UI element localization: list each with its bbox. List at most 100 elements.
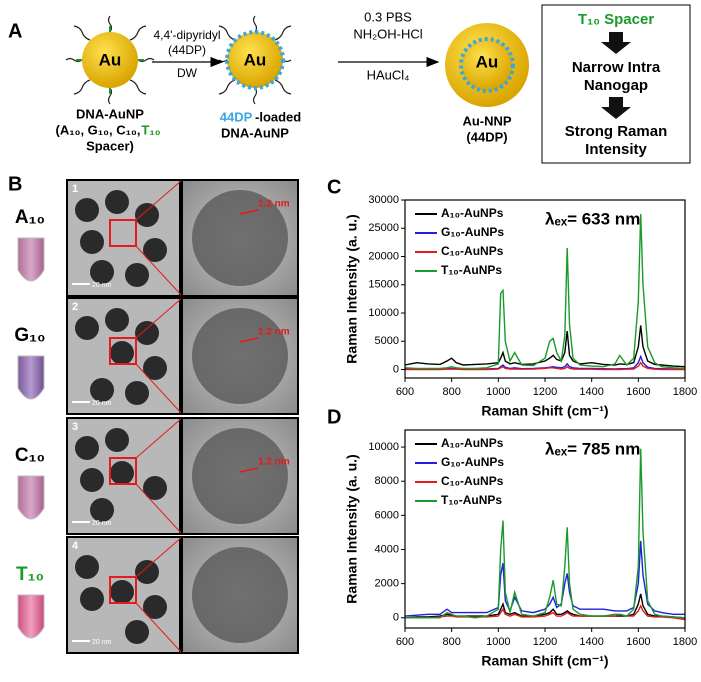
particle-label: Au xyxy=(244,50,267,69)
y-tick-label: 30000 xyxy=(368,194,399,206)
nanoparticle xyxy=(75,198,99,222)
sample-tube xyxy=(17,475,45,520)
x-tick-label: 1400 xyxy=(579,636,603,648)
nanoparticle xyxy=(90,378,114,402)
nanoparticle xyxy=(110,461,134,485)
legend-label: A₁₀-AuNPs xyxy=(441,206,504,220)
caption-line: 44DP xyxy=(220,109,253,124)
legend-label: G₁₀-AuNPs xyxy=(441,455,504,469)
image-number: 3 xyxy=(72,421,78,433)
particle-label: Au xyxy=(476,52,499,71)
tube-label: C₁₀ xyxy=(15,445,45,466)
annotation: λₑₓ= 633 nm xyxy=(545,209,640,228)
caption-line: DNA-AuNP xyxy=(76,106,144,121)
y-tick-label: 10000 xyxy=(368,441,399,453)
nanoparticle xyxy=(125,381,149,405)
x-tick-label: 1600 xyxy=(626,386,650,398)
legend-label: T₁₀-AuNPs xyxy=(441,263,502,277)
caption-line: T₁₀ xyxy=(141,122,160,137)
image-number: 2 xyxy=(72,301,78,313)
y-tick-label: 15000 xyxy=(368,279,399,291)
gap-marker xyxy=(239,467,259,473)
image-number: 1 xyxy=(72,183,78,195)
sample-tube xyxy=(17,237,45,282)
sample-tube xyxy=(17,594,45,639)
caption: DNA-AuNP (A₁₀, G₁₀, C₁₀, T₁₀ Spacer) 44D… xyxy=(56,106,512,153)
y-tick-label: 10000 xyxy=(368,307,399,319)
zoom-line xyxy=(135,483,183,535)
tube-label: T₁₀ xyxy=(16,564,44,585)
nanoparticle xyxy=(80,587,104,611)
spectrum-line xyxy=(405,604,685,621)
x-axis-title: Raman Shift (cm⁻¹) xyxy=(481,653,608,669)
nanoparticle xyxy=(135,203,159,227)
y-tick-label: 5000 xyxy=(375,335,399,347)
nanoparticle xyxy=(80,230,104,254)
gold-particle xyxy=(82,32,138,88)
caption-line: Spacer) xyxy=(86,138,134,153)
particle-label: Au xyxy=(99,50,122,69)
plot-frame xyxy=(404,199,686,379)
down-arrow xyxy=(601,97,631,119)
x-axis-title: Raman Shift (cm⁻¹) xyxy=(481,403,608,419)
gold-core xyxy=(459,37,515,93)
spectrum-line xyxy=(405,214,685,370)
x-tick-label: 1200 xyxy=(533,636,557,648)
gap-marker xyxy=(239,209,259,215)
nanoparticle xyxy=(125,620,149,644)
nanoparticle-zoom xyxy=(192,190,288,286)
step-text: 0.3 PBS xyxy=(364,9,412,24)
gap-label: 1.2 nm xyxy=(258,327,290,338)
nanoparticle xyxy=(143,476,167,500)
nanoparticle xyxy=(125,263,149,287)
y-tick-label: 2000 xyxy=(375,578,399,590)
nanoparticle xyxy=(143,356,167,380)
panel-label: A xyxy=(8,20,22,42)
gold-particle xyxy=(225,30,285,90)
spectrum-line xyxy=(405,593,685,619)
box-text: Nanogap xyxy=(584,77,648,94)
nanoparticle xyxy=(75,555,99,579)
spectrum-line xyxy=(405,448,685,619)
caption-line: (44DP) xyxy=(466,129,507,144)
y-tick-label: 6000 xyxy=(375,509,399,521)
legend-label: G₁₀-AuNPs xyxy=(441,225,504,239)
spectrum-line xyxy=(405,540,685,617)
y-axis-title: Raman Intensity (a. u.) xyxy=(344,214,360,363)
nanoparticle xyxy=(143,238,167,262)
y-axis-title: Raman Intensity (a. u.) xyxy=(344,454,360,603)
nanoparticle xyxy=(135,560,159,584)
x-tick-label: 1200 xyxy=(533,386,557,398)
caption-line: -loaded xyxy=(255,109,301,124)
x-tick-label: 1400 xyxy=(579,386,603,398)
image-number: 4 xyxy=(72,540,79,552)
annotation: λₑₓ= 785 nm xyxy=(545,439,640,458)
legend-label: T₁₀-AuNPs xyxy=(441,493,502,507)
x-tick-label: 1800 xyxy=(673,386,697,398)
zoom-box xyxy=(109,219,137,247)
y-tick-label: 0 xyxy=(393,363,399,375)
nanoparticle-zoom xyxy=(192,547,288,643)
caption-line: DNA-AuNP xyxy=(221,125,289,140)
nanoparticle xyxy=(135,321,159,345)
zoom-line xyxy=(135,179,183,221)
zoom-line xyxy=(135,602,183,654)
caption-line: (A₁₀, G₁₀, C₁₀, xyxy=(56,122,141,137)
y-tick-label: 8000 xyxy=(375,475,399,487)
x-tick-label: 1000 xyxy=(486,386,510,398)
x-tick-label: 1600 xyxy=(626,636,650,648)
step-text: (44DP) xyxy=(168,43,206,57)
x-tick-label: 600 xyxy=(396,386,414,398)
panel-label: D xyxy=(327,406,341,428)
y-tick-label: 25000 xyxy=(368,222,399,234)
x-tick-label: 800 xyxy=(442,636,460,648)
nanoparticle xyxy=(90,498,114,522)
sample-tube xyxy=(17,355,45,400)
nanoparticle xyxy=(143,595,167,619)
y-tick-label: 20000 xyxy=(368,250,399,262)
nanoparticle-zoom xyxy=(192,428,288,524)
x-tick-label: 800 xyxy=(442,386,460,398)
step-text: 4,4'-dipyridyl xyxy=(154,28,221,42)
